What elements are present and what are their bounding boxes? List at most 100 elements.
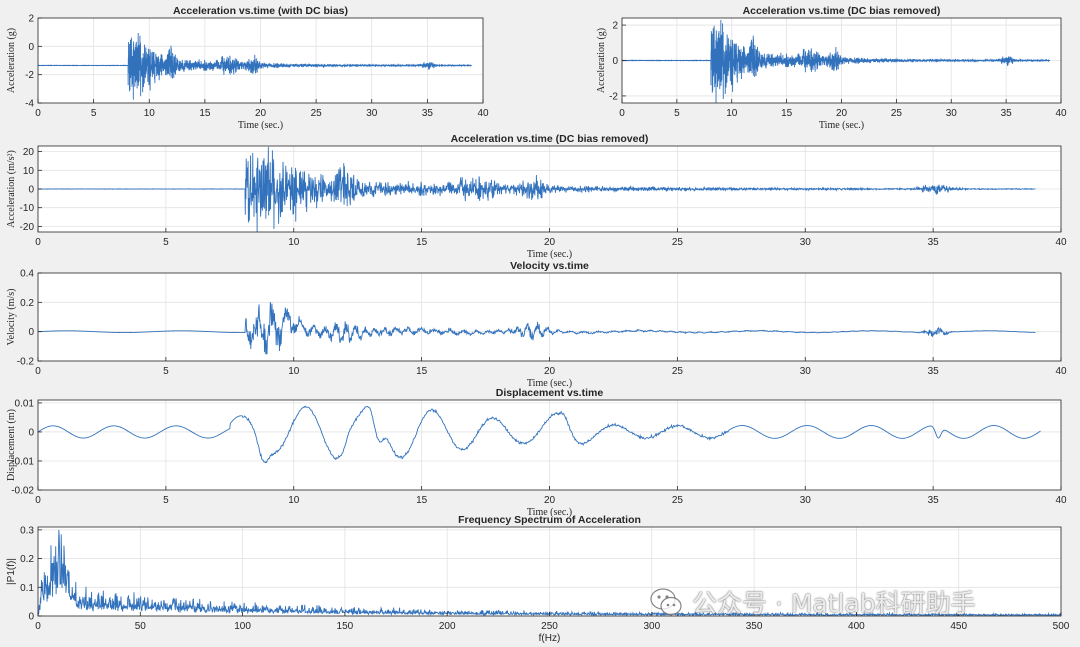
x-tick-label: 20 xyxy=(544,366,556,377)
y-tick-label: 0 xyxy=(28,42,34,53)
y-tick-label: 0 xyxy=(28,427,34,438)
x-tick-label: 30 xyxy=(366,108,378,119)
x-axis-label: Time (sec.) xyxy=(527,507,572,518)
y-tick-label: 0.2 xyxy=(20,298,34,309)
x-axis-label: Time (sec.) xyxy=(527,378,572,389)
x-tick-label: 35 xyxy=(1001,108,1013,119)
x-tick-label: 40 xyxy=(1055,366,1067,377)
x-tick-label: 150 xyxy=(337,621,354,632)
plot-title: Acceleration vs.time (DC bias removed) xyxy=(743,5,941,17)
x-tick-label: 40 xyxy=(477,108,489,119)
x-tick-label: 0 xyxy=(35,366,41,377)
x-tick-label: 30 xyxy=(800,237,812,248)
series-line xyxy=(38,405,1041,464)
y-tick-label: 0.01 xyxy=(15,398,35,409)
x-tick-label: 40 xyxy=(1055,108,1067,119)
y-tick-label: 0 xyxy=(612,56,618,67)
x-tick-label: 450 xyxy=(950,621,967,632)
plot-p1: 0 5 10 15 20 25 30 35 40 -4 -2 0 2 Acceleration vs.ti… xyxy=(6,5,489,131)
y-axis-label: Acceleration (g) xyxy=(6,28,17,93)
x-tick-label: 30 xyxy=(800,366,812,377)
y-tick-label: 0.3 xyxy=(20,525,34,536)
x-tick-label: 35 xyxy=(422,108,434,119)
x-axis-label: f(Hz) xyxy=(539,633,561,644)
series-line xyxy=(38,146,1036,232)
x-tick-label: 35 xyxy=(928,495,940,506)
x-tick-label: 0 xyxy=(35,237,41,248)
x-tick-label: 5 xyxy=(674,108,680,119)
y-tick-label: 0 xyxy=(28,612,34,623)
plot-title: Acceleration vs.time (DC bias removed) xyxy=(451,133,649,145)
x-tick-label: 5 xyxy=(163,237,169,248)
y-tick-label: -0.01 xyxy=(11,456,34,467)
plot-p3: 0 5 10 15 20 25 30 35 40 -20 -10 0 10 20 Acceleration … xyxy=(6,133,1067,260)
y-tick-label: -10 xyxy=(20,203,35,214)
y-tick-label: -2 xyxy=(609,91,618,102)
y-tick-label: -20 xyxy=(20,222,35,233)
y-axis-label: Velocity (m/s) xyxy=(6,289,17,346)
y-axis-label: Acceleration (g) xyxy=(596,28,607,93)
plot-title: Velocity vs.time xyxy=(510,260,589,272)
x-tick-label: 40 xyxy=(1055,237,1067,248)
y-tick-label: 10 xyxy=(23,166,35,177)
x-axis-label: Time (sec.) xyxy=(527,249,572,260)
x-tick-label: 10 xyxy=(288,495,300,506)
x-tick-label: 0 xyxy=(35,495,41,506)
x-tick-label: 20 xyxy=(836,108,848,119)
y-tick-label: -4 xyxy=(25,99,34,110)
x-tick-label: 10 xyxy=(726,108,738,119)
x-tick-label: 25 xyxy=(891,108,903,119)
x-tick-label: 10 xyxy=(288,366,300,377)
x-tick-label: 15 xyxy=(416,366,428,377)
x-tick-label: 10 xyxy=(144,108,156,119)
x-tick-label: 30 xyxy=(800,495,812,506)
y-tick-label: 0.1 xyxy=(20,583,34,594)
y-tick-label: 20 xyxy=(23,147,35,158)
x-tick-label: 200 xyxy=(439,621,456,632)
x-tick-label: 20 xyxy=(544,237,556,248)
plot-title: Acceleration vs.time (with DC bias) xyxy=(173,5,348,17)
y-tick-label: 0.4 xyxy=(20,269,34,280)
x-tick-label: 0 xyxy=(619,108,625,119)
y-tick-label: -0.02 xyxy=(11,486,34,497)
x-tick-label: 35 xyxy=(928,366,940,377)
y-tick-label: 0 xyxy=(28,185,34,196)
x-tick-label: 100 xyxy=(234,621,251,632)
x-tick-label: 50 xyxy=(135,621,147,632)
x-tick-label: 15 xyxy=(416,237,428,248)
x-axis-label: Time (sec.) xyxy=(819,120,864,131)
x-tick-label: 400 xyxy=(848,621,865,632)
x-tick-label: 25 xyxy=(672,237,684,248)
x-tick-label: 5 xyxy=(163,366,169,377)
series-line xyxy=(38,302,1036,355)
y-axis-label: Acceleration (m/s²) xyxy=(6,150,17,228)
x-tick-label: 40 xyxy=(1055,495,1067,506)
plot-title: Frequency Spectrum of Acceleration xyxy=(458,514,641,526)
series-line xyxy=(622,19,1051,103)
x-tick-label: 25 xyxy=(672,495,684,506)
x-tick-label: 35 xyxy=(928,237,940,248)
x-tick-label: 10 xyxy=(288,237,300,248)
x-tick-label: 30 xyxy=(946,108,958,119)
x-tick-label: 0 xyxy=(35,108,41,119)
x-tick-label: 5 xyxy=(91,108,97,119)
x-tick-label: 300 xyxy=(643,621,660,632)
series-line xyxy=(38,33,472,100)
y-tick-label: 0 xyxy=(28,327,34,338)
x-axis-label: Time (sec.) xyxy=(238,120,283,131)
x-tick-label: 500 xyxy=(1053,621,1070,632)
x-tick-label: 15 xyxy=(416,495,428,506)
y-axis-label: |P1(f)| xyxy=(6,558,17,585)
x-tick-label: 25 xyxy=(672,366,684,377)
x-tick-label: 5 xyxy=(163,495,169,506)
y-tick-label: -0.2 xyxy=(17,357,35,368)
plot-title: Displacement vs.time xyxy=(496,387,604,399)
y-tick-label: 2 xyxy=(28,14,34,25)
plot-p5: 0 5 10 15 20 25 30 35 40-0.02-0.0100.01Displacem… xyxy=(6,387,1067,518)
x-tick-label: 250 xyxy=(541,621,558,632)
y-tick-label: 2 xyxy=(612,21,618,32)
x-tick-label: 15 xyxy=(199,108,211,119)
